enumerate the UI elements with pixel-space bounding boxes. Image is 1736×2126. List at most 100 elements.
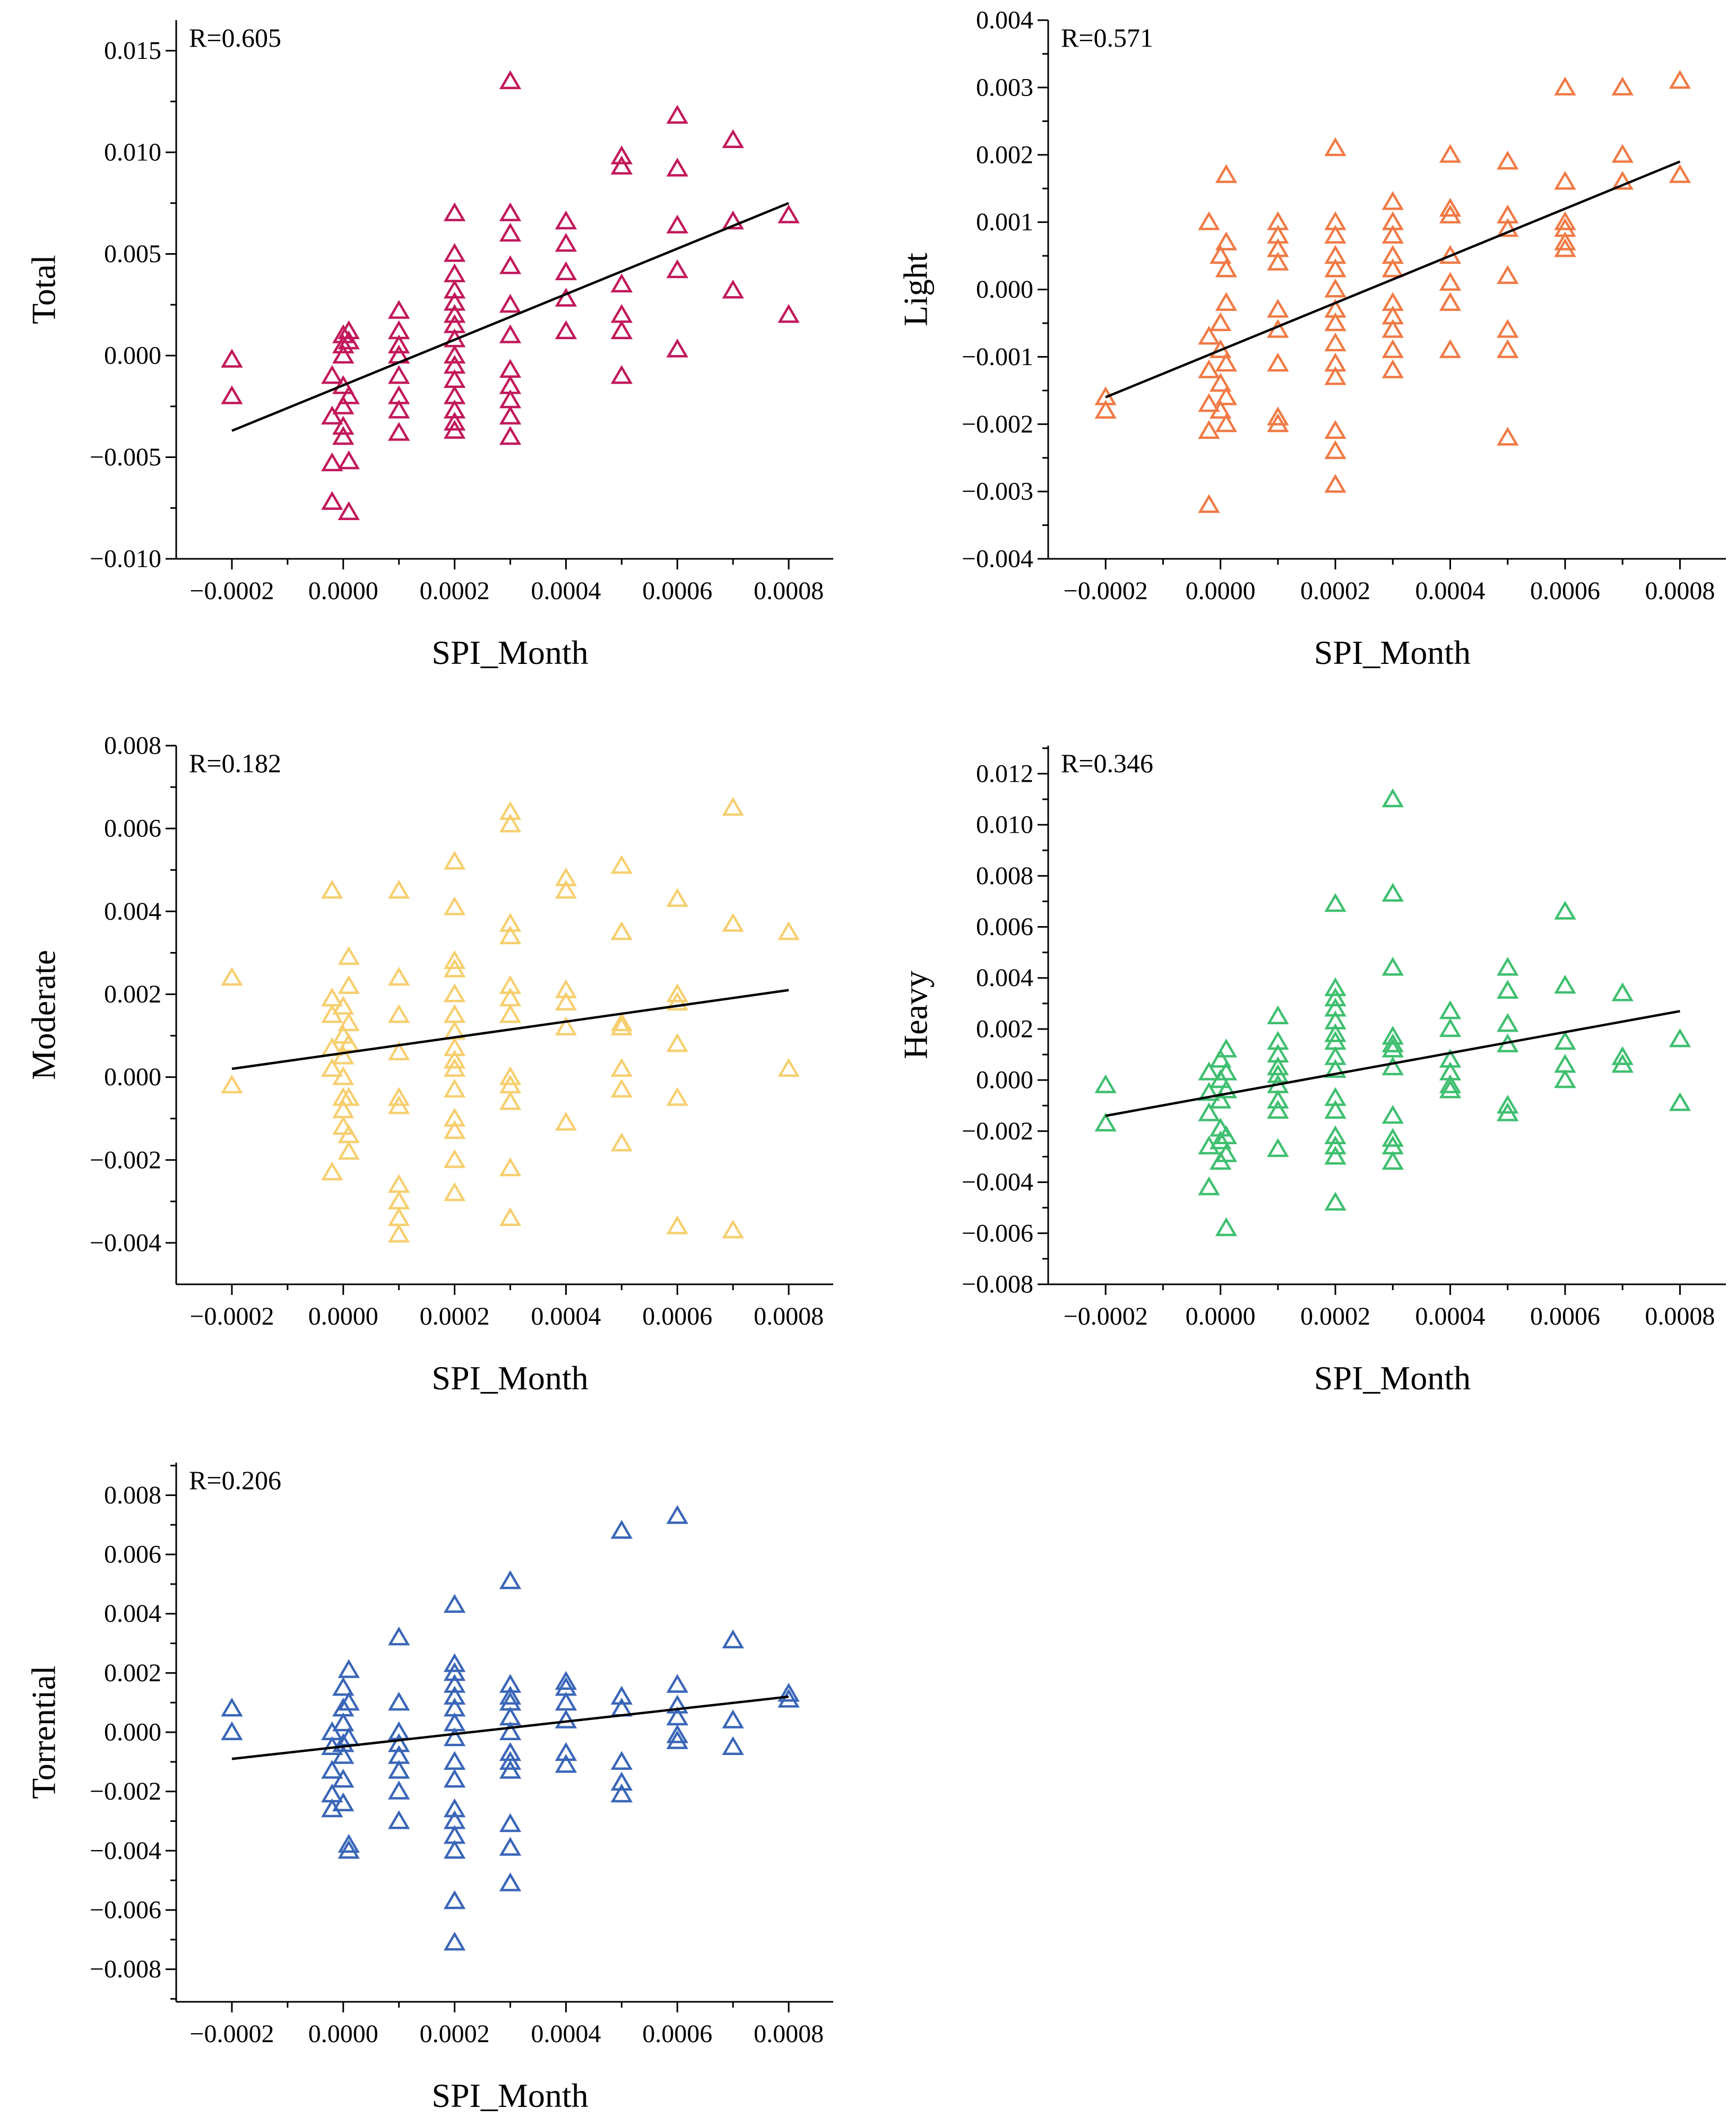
y-tick-label: 0.006 — [104, 815, 161, 843]
x-axis-title: SPI_Month — [1314, 634, 1471, 671]
data-point — [443, 344, 466, 364]
data-point — [555, 1709, 577, 1729]
data-point — [1381, 957, 1404, 976]
data-point — [1554, 76, 1576, 96]
data-point — [1381, 883, 1404, 902]
data-point — [1324, 224, 1346, 244]
data-point — [1215, 258, 1238, 278]
data-point — [387, 1691, 410, 1711]
y-tick-label: −0.006 — [962, 1219, 1033, 1247]
data-point — [443, 1674, 466, 1693]
data-point — [666, 983, 688, 1002]
data-point — [1497, 218, 1519, 237]
data-point — [1094, 400, 1117, 419]
data-point — [610, 1519, 633, 1539]
x-tick-label: −0.0002 — [189, 577, 274, 605]
data-point — [499, 801, 522, 820]
data-point — [1324, 258, 1346, 278]
y-tick-label: 0.008 — [104, 732, 161, 760]
data-point — [443, 304, 466, 323]
data-point — [1215, 1217, 1238, 1237]
data-point — [1381, 191, 1404, 210]
y-tick-label: −0.002 — [90, 1146, 161, 1174]
data-point — [443, 279, 466, 299]
y-tick-label: 0.010 — [976, 811, 1033, 839]
data-point — [443, 958, 466, 978]
data-point — [1439, 1074, 1462, 1093]
data-point — [499, 1570, 522, 1589]
y-tick-label: 0.002 — [976, 141, 1033, 169]
data-point — [1094, 1112, 1117, 1131]
y-tick-label: 0.004 — [104, 897, 161, 926]
data-point — [1198, 1176, 1220, 1196]
data-point — [1554, 231, 1576, 250]
data-point — [1198, 494, 1220, 513]
data-point — [338, 1691, 360, 1711]
x-tick-label: 0.0002 — [1300, 577, 1370, 605]
data-point — [499, 1813, 522, 1833]
x-axis-title: SPI_Month — [1314, 1359, 1471, 1397]
panel-total: −0.010 −0.005 0.000 0.005 0.010 0.015 −0.0002 0… — [25, 20, 833, 671]
data-point — [321, 405, 343, 425]
data-point — [1198, 359, 1220, 378]
data-point — [499, 1674, 522, 1693]
x-tick-label: 0.0006 — [1530, 1302, 1600, 1330]
correlation-label: R=0.206 — [189, 1465, 281, 1495]
data-point — [499, 1157, 522, 1177]
y-tick-label: 0.004 — [976, 6, 1033, 34]
data-point — [1439, 204, 1462, 223]
data-point — [778, 204, 800, 223]
data-point — [1669, 164, 1691, 183]
y-tick-label: −0.006 — [90, 1896, 161, 1924]
y-tick-label: 0.012 — [976, 759, 1033, 788]
data-point — [1324, 1191, 1346, 1211]
data-point — [332, 416, 355, 435]
data-point — [499, 1721, 522, 1741]
data-point — [666, 158, 688, 177]
data-point — [1439, 144, 1462, 163]
data-point — [555, 1112, 577, 1131]
x-tick-label: 0.0006 — [1530, 577, 1600, 605]
regression-line — [1105, 160, 1681, 399]
data-point — [1267, 1056, 1289, 1076]
x-tick-label: −0.0002 — [1064, 1302, 1148, 1330]
data-point — [387, 966, 410, 986]
x-tick-label: 0.0006 — [642, 577, 712, 605]
data-point — [1215, 413, 1238, 433]
data-point — [443, 1768, 466, 1788]
data-point — [1381, 1025, 1404, 1045]
data-point — [387, 365, 410, 384]
data-point — [778, 1682, 800, 1702]
y-tick-label: 0.002 — [104, 1659, 161, 1687]
data-point — [555, 979, 577, 998]
data-point — [1267, 352, 1289, 372]
data-point — [443, 1798, 466, 1818]
data-point — [1324, 420, 1346, 439]
data-point — [722, 1736, 744, 1755]
correlation-label: R=0.346 — [1061, 748, 1153, 778]
data-point — [1215, 231, 1238, 250]
data-point — [332, 344, 355, 364]
data-point — [338, 1140, 360, 1160]
data-point — [555, 991, 577, 1011]
data-point — [1381, 359, 1404, 378]
data-point — [1669, 70, 1691, 89]
data-point — [499, 405, 522, 425]
data-point — [338, 946, 360, 965]
data-point — [555, 1753, 577, 1773]
data-point — [499, 925, 522, 945]
data-point — [555, 879, 577, 899]
data-point — [221, 1074, 243, 1094]
data-point — [722, 913, 744, 932]
data-point — [1267, 1100, 1289, 1119]
data-point — [443, 1149, 466, 1168]
y-axis-title: Light — [897, 253, 935, 326]
data-point — [1324, 1059, 1346, 1078]
y-axis-title: Moderate — [25, 950, 63, 1080]
data-point — [666, 259, 688, 279]
y-tick-label: −0.005 — [90, 443, 161, 471]
data-point — [443, 1653, 466, 1672]
data-point — [387, 422, 410, 441]
data-point — [666, 1505, 688, 1524]
data-point — [1324, 312, 1346, 331]
